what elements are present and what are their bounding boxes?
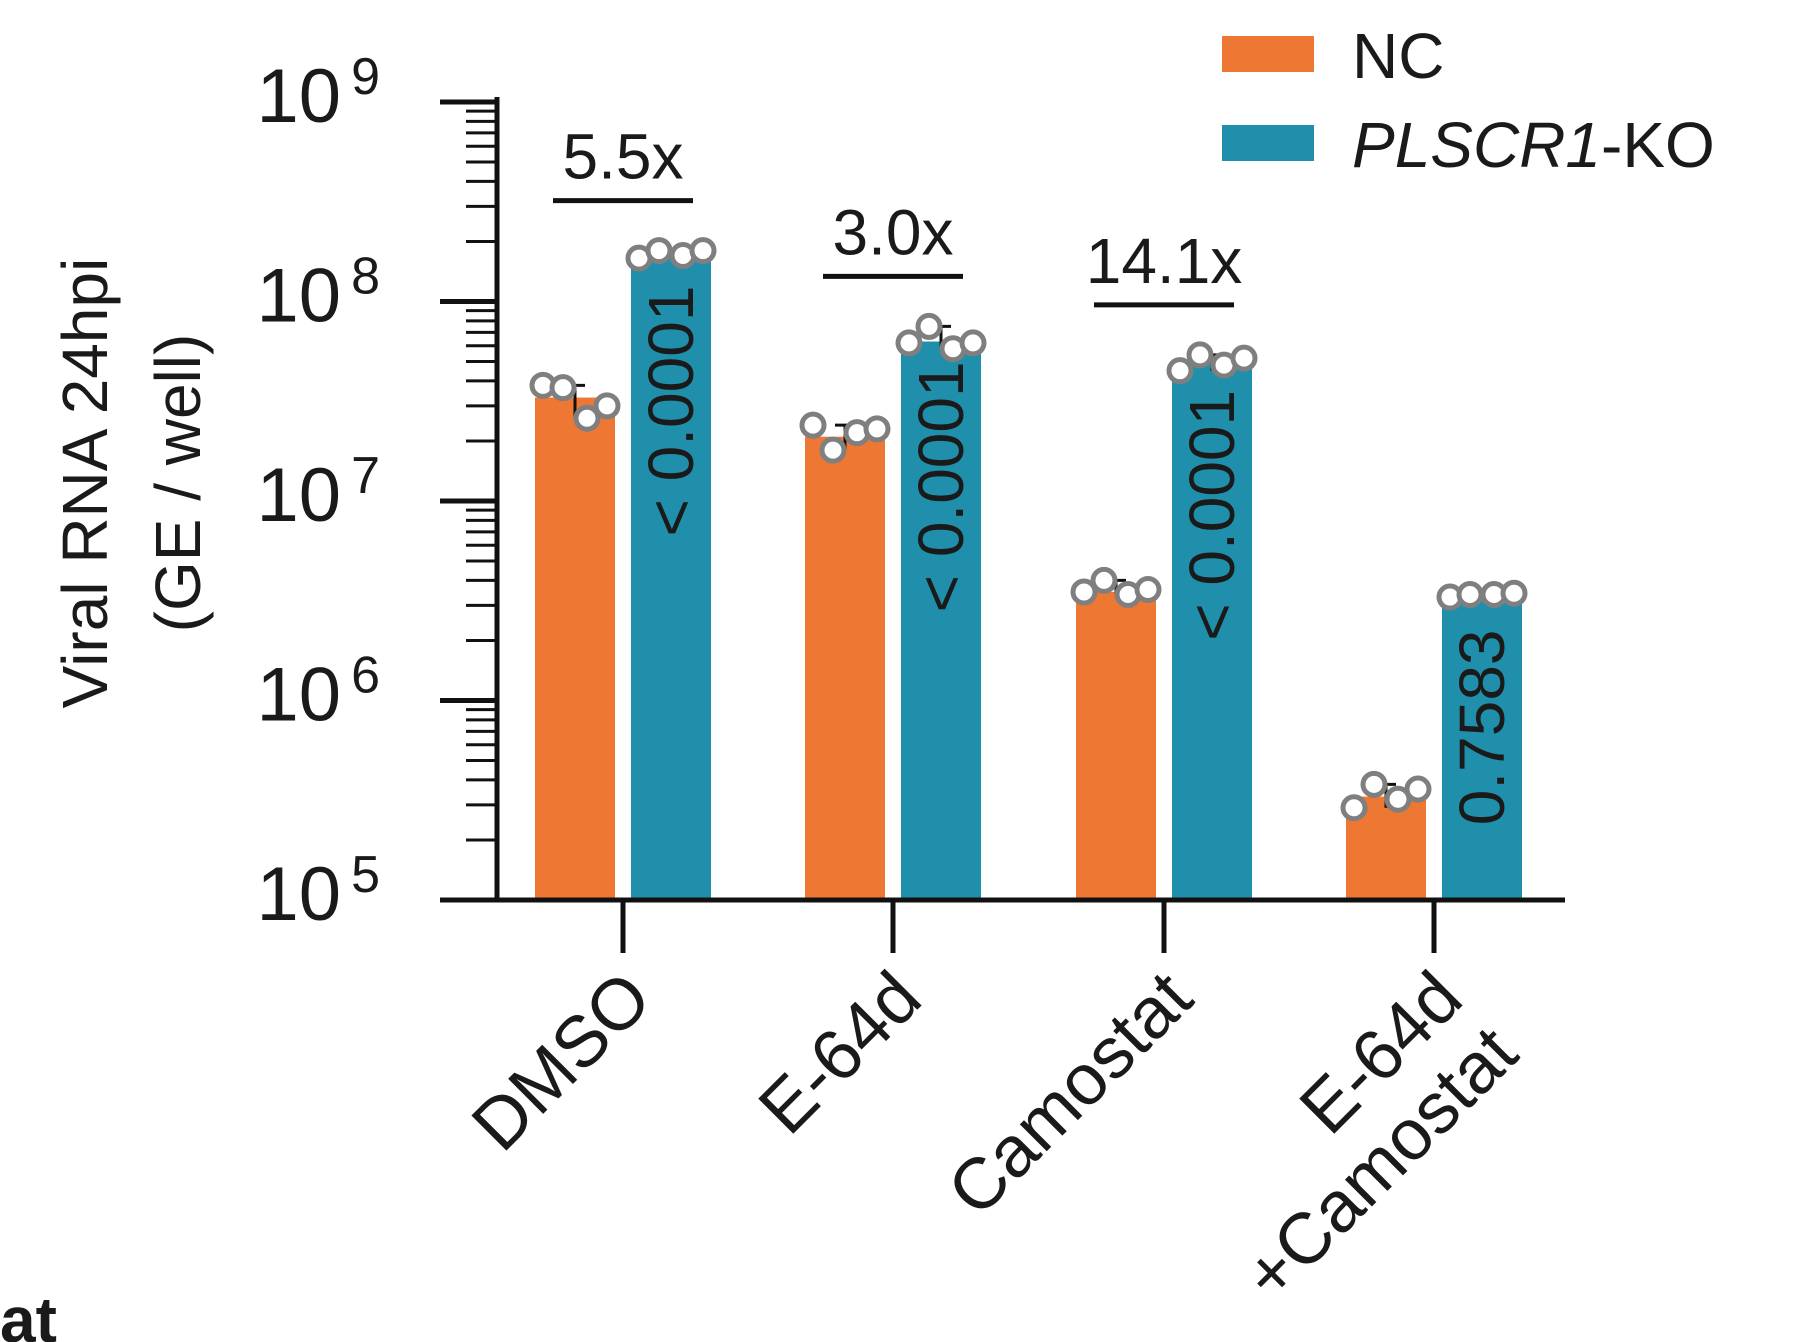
data-point-nc-1-1 — [819, 436, 847, 464]
fold-change-label-0: 5.5x — [563, 121, 684, 193]
y-tick-base: 10 — [257, 254, 342, 339]
y-tick-base: 10 — [257, 453, 342, 538]
data-point-nc-1-3 — [863, 415, 891, 443]
p-value-label-1: < 0.0001 — [905, 361, 977, 612]
bar-ko-2 — [1172, 361, 1252, 900]
legend-label-ko: PLSCR1-KO — [1352, 109, 1715, 181]
data-point-nc-3-1 — [1360, 770, 1388, 798]
y-tick-base: 10 — [257, 852, 342, 937]
data-point-ko-2-1 — [1186, 341, 1214, 369]
y-tick-exponent: 9 — [351, 48, 380, 106]
data-points — [529, 237, 1528, 822]
p-value-label-2: < 0.0001 — [1176, 390, 1248, 641]
legend-swatch-ko — [1222, 125, 1314, 161]
data-point-nc-0-3 — [593, 392, 621, 420]
y-axis-title-line2: (GE / well) — [142, 334, 214, 633]
y-tick-label-1: 10 6 — [257, 647, 380, 738]
data-point-ko-2-0 — [1166, 357, 1194, 385]
y-axis-title: Viral RNA 24hpi (GE / well) — [49, 258, 214, 709]
x-tick-label-3: E-64d+Camostat — [1173, 957, 1532, 1316]
legend-swatch-nc — [1222, 36, 1314, 72]
bar-ko-1 — [901, 341, 981, 900]
bars — [535, 253, 1522, 900]
y-tick-exponent: 7 — [351, 447, 380, 505]
data-point-nc-2-3 — [1134, 576, 1162, 604]
bar-nc-2 — [1076, 591, 1156, 900]
y-tick-exponent: 6 — [351, 647, 380, 705]
y-tick-label-0: 10 5 — [257, 846, 380, 937]
data-point-ko-1-3 — [959, 329, 987, 357]
data-point-ko-3-1 — [1456, 580, 1484, 608]
data-point-ko-1-0 — [895, 329, 923, 357]
data-point-ko-1-1 — [915, 312, 943, 340]
y-tick-base: 10 — [257, 653, 342, 738]
y-tick-exponent: 8 — [351, 248, 380, 306]
x-tick-label-2: Camostat — [933, 957, 1207, 1231]
bar-ko-0 — [631, 253, 711, 900]
p-value-label-0: < 0.0001 — [635, 286, 707, 537]
legend-label-nc: NC — [1352, 20, 1444, 92]
y-tick-label-3: 10 8 — [257, 248, 380, 339]
data-point-nc-0-1 — [549, 374, 577, 402]
annotations: 5.5x 3.0x 14.1x < 0.0001 < 0.0001 < 0.0001 0.7… — [553, 121, 1518, 825]
y-tick-label-4: 10 9 — [257, 48, 380, 139]
bar-nc-1 — [805, 436, 885, 900]
y-tick-exponent: 5 — [351, 846, 380, 904]
data-point-nc-2-1 — [1090, 566, 1118, 594]
data-point-nc-3-2 — [1384, 785, 1412, 813]
x-tick-label-1: E-64d — [744, 957, 936, 1149]
bar-ko-3 — [1442, 594, 1522, 900]
y-axis-title-line1: Viral RNA 24hpi — [49, 258, 121, 709]
p-value-label-3: 0.7583 — [1446, 629, 1518, 825]
data-point-ko-3-3 — [1500, 579, 1528, 607]
fold-change-label-1: 3.0x — [833, 196, 954, 268]
data-point-ko-0-3 — [689, 237, 717, 265]
y-tick-base: 10 — [257, 54, 342, 139]
data-point-nc-0-2 — [573, 404, 601, 432]
x-tick-label-0: DMSO — [457, 957, 666, 1166]
data-point-nc-3-0 — [1340, 794, 1368, 822]
data-point-nc-2-0 — [1070, 578, 1098, 606]
cropped-text-fragment: at — [0, 1284, 57, 1342]
bar-nc-0 — [535, 397, 615, 900]
y-tick-label-2: 10 7 — [257, 447, 380, 538]
fold-change-label-2: 14.1x — [1086, 225, 1243, 297]
data-point-ko-0-1 — [645, 237, 673, 265]
legend: NC PLSCR1-KO — [1222, 20, 1715, 181]
data-point-nc-3-3 — [1404, 775, 1432, 803]
data-point-nc-1-0 — [799, 411, 827, 439]
data-point-ko-2-3 — [1230, 344, 1258, 372]
